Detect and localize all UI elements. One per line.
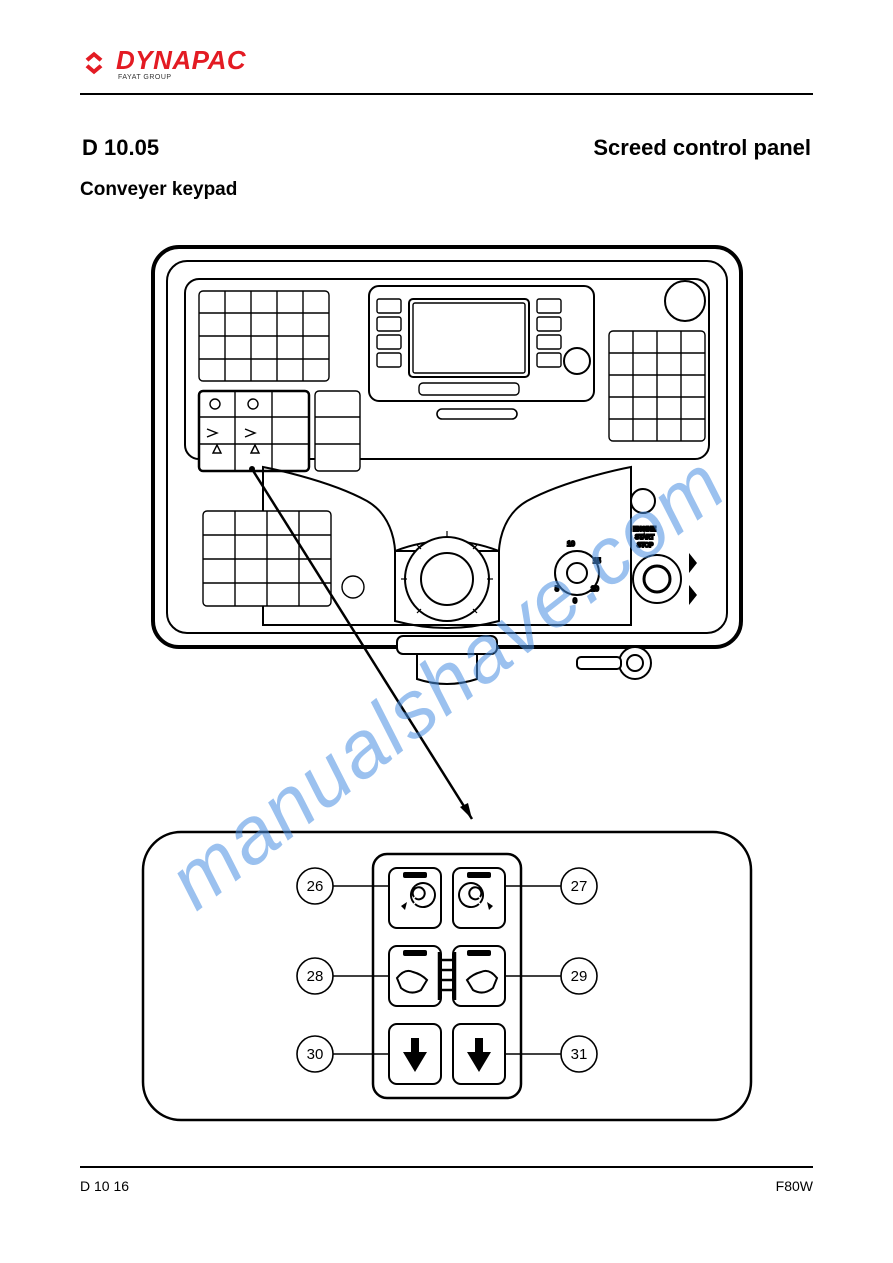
callout-29: 29 — [570, 968, 587, 985]
svg-text:START: START — [635, 535, 654, 541]
brand-header: DYNAPAC FAYAT GROUP — [80, 45, 813, 81]
footer-right: F80W — [776, 1178, 813, 1194]
callout-26: 26 — [306, 878, 323, 895]
svg-text:15: 15 — [593, 558, 601, 565]
callout-30: 30 — [306, 1046, 323, 1063]
section-heading: Screed control panel — [593, 135, 811, 161]
section-title: D 10.05 Screed control panel — [80, 135, 813, 161]
header-divider — [80, 93, 813, 95]
svg-text:0: 0 — [573, 598, 577, 605]
footer-left: D 10 16 — [80, 1178, 129, 1194]
svg-text:5: 5 — [555, 586, 559, 593]
section-number: D 10.05 — [82, 135, 159, 161]
svg-text:10: 10 — [567, 541, 575, 548]
page-subtitle: Conveyer keypad — [80, 179, 813, 201]
page-footer: D 10 16 F80W — [80, 1178, 813, 1194]
svg-text:ENGINE: ENGINE — [633, 527, 656, 533]
logo-icon — [80, 49, 108, 77]
callout-31: 31 — [570, 1046, 587, 1063]
brand-name: DYNAPAC — [116, 45, 246, 76]
svg-text:20: 20 — [591, 586, 599, 593]
callout-27: 27 — [570, 878, 587, 895]
footer-divider — [80, 1166, 813, 1168]
callout-28: 28 — [306, 968, 323, 985]
control-panel-illustration: ENGINE START STOP 10 15 5 20 0 — [137, 231, 757, 696]
svg-text:STOP: STOP — [637, 543, 653, 549]
detail-panel: 26 28 30 27 29 31 — [80, 826, 813, 1126]
figure-container: ENGINE START STOP 10 15 5 20 0 — [80, 231, 813, 1126]
